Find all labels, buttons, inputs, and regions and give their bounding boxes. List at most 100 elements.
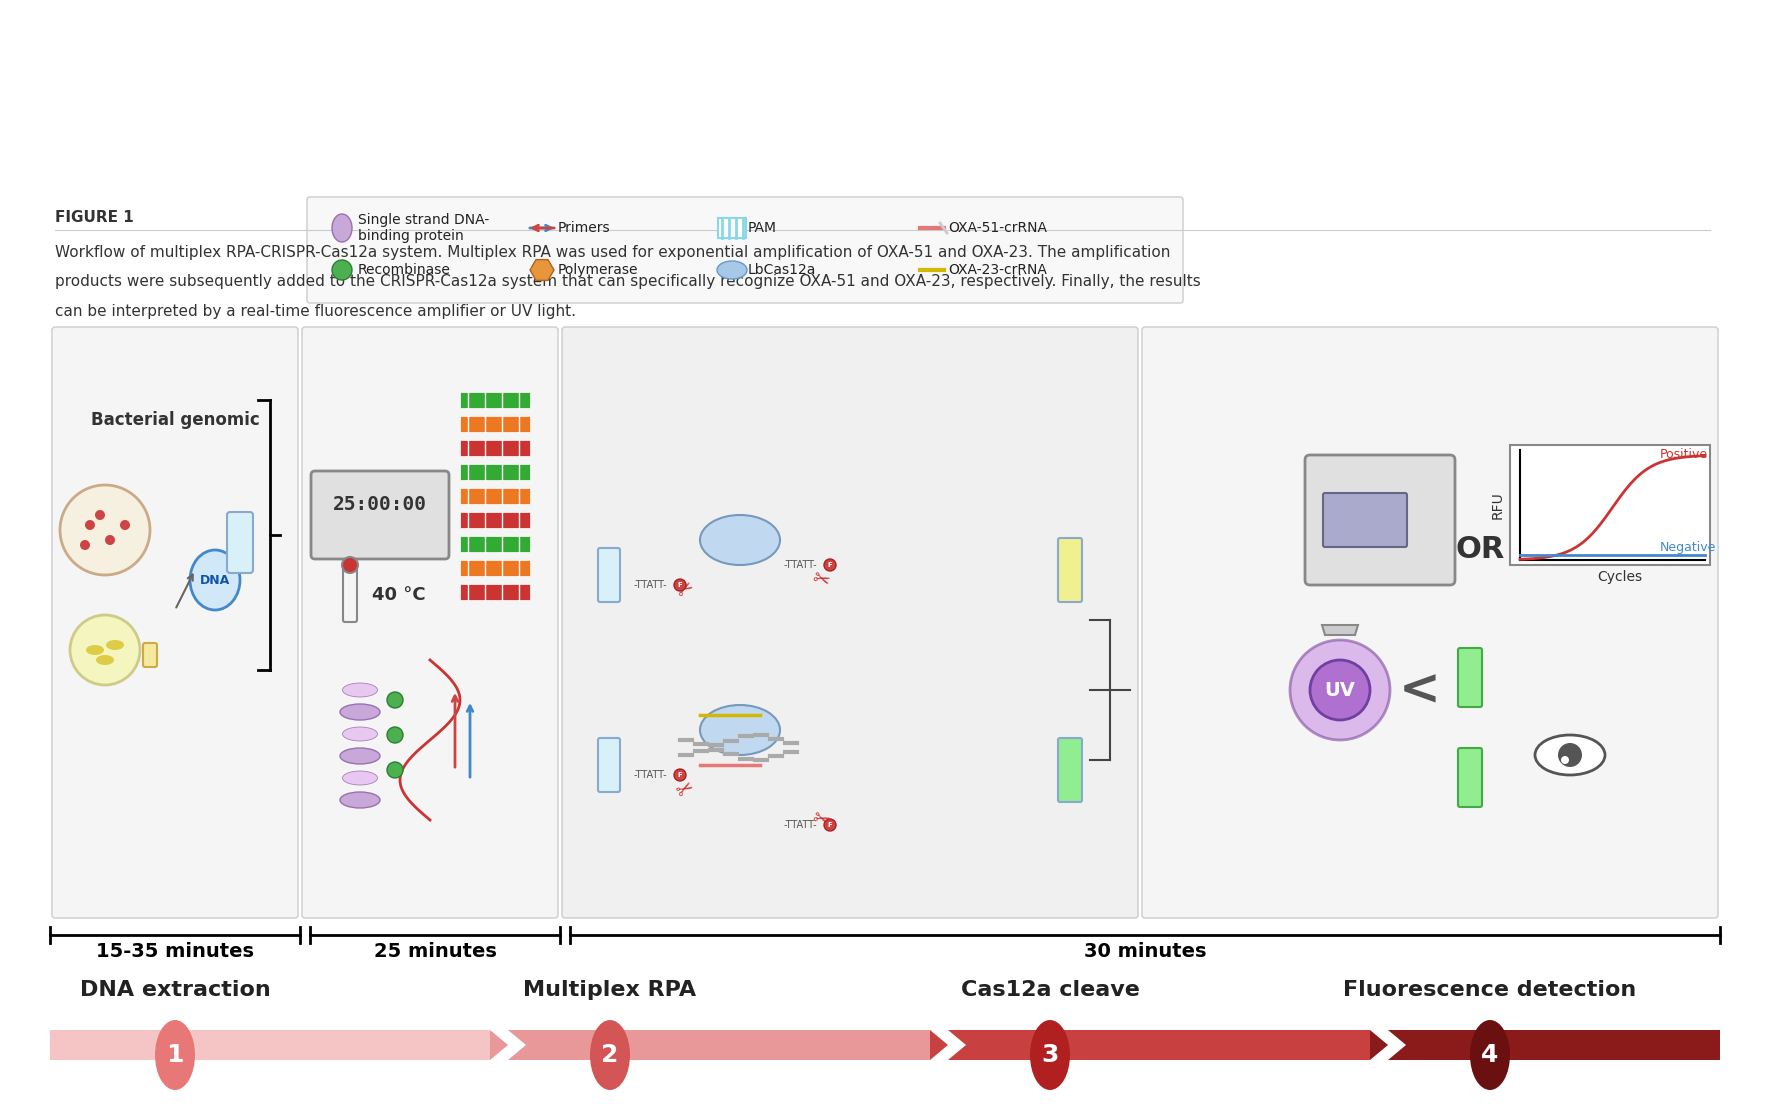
FancyBboxPatch shape [1058, 738, 1083, 803]
Circle shape [675, 579, 685, 591]
Text: Negative: Negative [1660, 541, 1717, 554]
FancyBboxPatch shape [1305, 455, 1455, 585]
FancyBboxPatch shape [1370, 1030, 1720, 1060]
Text: -TTATT-: -TTATT- [634, 581, 668, 591]
FancyBboxPatch shape [459, 392, 530, 408]
Text: Polymerase: Polymerase [558, 263, 639, 278]
Polygon shape [530, 260, 555, 281]
Text: 4: 4 [1482, 1043, 1499, 1067]
FancyBboxPatch shape [228, 512, 253, 573]
Text: Fluorescence detection: Fluorescence detection [1344, 980, 1637, 1000]
FancyBboxPatch shape [1510, 445, 1709, 565]
Text: 25 minutes: 25 minutes [374, 942, 496, 961]
FancyBboxPatch shape [459, 584, 530, 601]
Text: F: F [678, 582, 682, 588]
Text: 25:00:00: 25:00:00 [334, 495, 427, 515]
Ellipse shape [343, 683, 378, 697]
Ellipse shape [699, 515, 781, 565]
FancyBboxPatch shape [49, 1030, 489, 1060]
Text: UV: UV [1324, 680, 1356, 699]
Text: Cas12a cleave: Cas12a cleave [961, 980, 1139, 1000]
Polygon shape [1701, 1030, 1720, 1060]
Text: F: F [828, 562, 832, 568]
Text: FIGURE 1: FIGURE 1 [55, 210, 134, 225]
Text: DNA extraction: DNA extraction [79, 980, 270, 1000]
Ellipse shape [341, 704, 380, 720]
FancyBboxPatch shape [459, 561, 530, 576]
FancyBboxPatch shape [302, 327, 558, 918]
Polygon shape [1323, 625, 1358, 635]
Ellipse shape [343, 727, 378, 741]
Circle shape [387, 761, 403, 778]
FancyBboxPatch shape [931, 1030, 1370, 1060]
Ellipse shape [87, 645, 104, 655]
FancyBboxPatch shape [719, 218, 745, 238]
Text: Bacterial genomic: Bacterial genomic [90, 411, 260, 428]
FancyBboxPatch shape [599, 738, 620, 793]
Text: PAM: PAM [749, 221, 777, 235]
Polygon shape [1370, 1030, 1406, 1060]
Ellipse shape [717, 261, 747, 279]
Ellipse shape [332, 214, 351, 242]
Ellipse shape [1469, 1020, 1510, 1090]
Text: 2: 2 [600, 1043, 618, 1067]
FancyBboxPatch shape [1323, 493, 1408, 547]
Text: Recombinase: Recombinase [358, 263, 450, 278]
Text: -TTATT-: -TTATT- [782, 820, 818, 830]
Text: 1: 1 [166, 1043, 184, 1067]
Ellipse shape [699, 705, 781, 755]
Text: ✂: ✂ [809, 567, 832, 593]
FancyBboxPatch shape [459, 440, 530, 456]
Text: Positive: Positive [1660, 448, 1708, 462]
FancyBboxPatch shape [1058, 538, 1083, 602]
Ellipse shape [1030, 1020, 1070, 1090]
Ellipse shape [155, 1020, 194, 1090]
Circle shape [1558, 743, 1582, 767]
Circle shape [1310, 660, 1370, 720]
Text: 15-35 minutes: 15-35 minutes [95, 942, 254, 961]
Circle shape [343, 557, 358, 573]
Text: LbCas12a: LbCas12a [749, 263, 816, 278]
Text: Primers: Primers [558, 221, 611, 235]
Circle shape [332, 260, 351, 280]
Text: 3: 3 [1042, 1043, 1058, 1067]
Text: OXA-51-crRNA: OXA-51-crRNA [948, 221, 1047, 235]
Text: OR: OR [1455, 535, 1505, 565]
Text: 30 minutes: 30 minutes [1084, 942, 1206, 961]
FancyBboxPatch shape [562, 327, 1137, 918]
Text: -TTATT-: -TTATT- [782, 561, 818, 571]
FancyBboxPatch shape [599, 548, 620, 602]
Text: ✂: ✂ [673, 777, 698, 803]
Circle shape [95, 509, 104, 519]
Text: ✂: ✂ [673, 577, 698, 603]
Circle shape [1561, 756, 1568, 764]
Text: OXA-23-crRNA: OXA-23-crRNA [948, 263, 1047, 278]
Ellipse shape [341, 748, 380, 764]
Circle shape [85, 519, 95, 529]
FancyBboxPatch shape [459, 512, 530, 528]
Text: DNA: DNA [200, 574, 230, 586]
FancyBboxPatch shape [489, 1030, 931, 1060]
FancyBboxPatch shape [343, 568, 357, 622]
FancyBboxPatch shape [459, 488, 530, 504]
Ellipse shape [1535, 735, 1605, 775]
Circle shape [825, 559, 835, 571]
Circle shape [120, 519, 131, 529]
FancyBboxPatch shape [459, 416, 530, 432]
Circle shape [71, 615, 140, 685]
Text: Workflow of multiplex RPA-CRISPR-Cas12a system. Multiplex RPA was used for expon: Workflow of multiplex RPA-CRISPR-Cas12a … [55, 245, 1201, 319]
Text: <: < [1399, 666, 1441, 714]
Ellipse shape [341, 793, 380, 808]
Polygon shape [931, 1030, 966, 1060]
Circle shape [1289, 640, 1390, 740]
Circle shape [387, 692, 403, 708]
Text: F: F [828, 823, 832, 828]
Circle shape [675, 769, 685, 781]
Ellipse shape [590, 1020, 630, 1090]
Circle shape [79, 539, 90, 549]
Circle shape [104, 535, 115, 545]
Ellipse shape [95, 655, 115, 665]
Circle shape [387, 727, 403, 743]
FancyBboxPatch shape [459, 536, 530, 552]
Circle shape [825, 819, 835, 831]
